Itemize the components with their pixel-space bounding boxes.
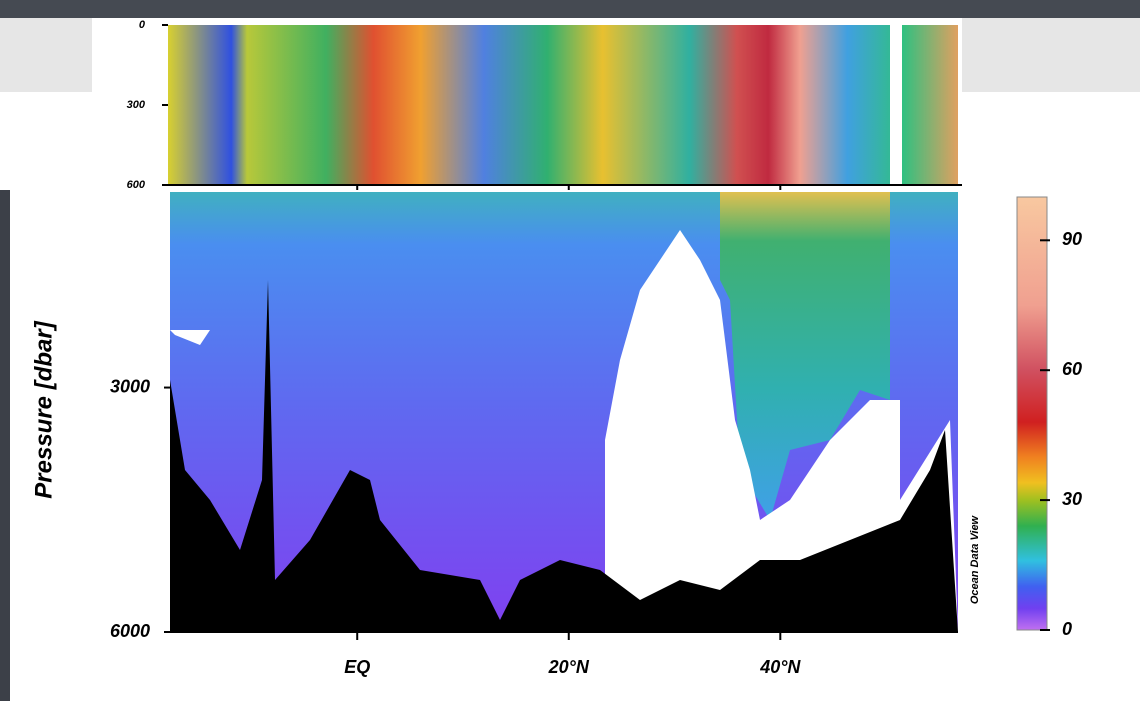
section-field-east xyxy=(720,192,890,520)
window-bar xyxy=(0,0,1140,18)
bathymetry xyxy=(170,280,958,632)
colorbar xyxy=(1016,196,1048,631)
colorbar-tick-label: 30 xyxy=(1062,489,1082,509)
no-data xyxy=(605,230,958,632)
y-tick-label: 6000 xyxy=(110,621,150,641)
inset-gap xyxy=(890,25,902,185)
colorbar-tick-label: 0 xyxy=(1062,619,1072,639)
inset-y-tick-label: 300 xyxy=(127,99,146,111)
watermark: Ocean Data View xyxy=(969,514,981,604)
y-tick-label: 3000 xyxy=(110,376,150,396)
inset-y-tick-label: 600 xyxy=(127,179,146,191)
x-tick-label: 20°N xyxy=(548,657,590,677)
no-data xyxy=(170,330,210,345)
inset-field xyxy=(168,25,958,185)
x-tick-label: EQ xyxy=(344,657,370,677)
y-axis-label: Pressure [dbar] xyxy=(30,320,57,498)
inset-y-tick-label: 0 xyxy=(139,19,146,31)
x-tick-label: 40°N xyxy=(759,657,801,677)
side-bar xyxy=(0,190,10,701)
colorbar-tick-label: 90 xyxy=(1062,229,1082,249)
colorbar-tick-label: 60 xyxy=(1062,359,1082,379)
